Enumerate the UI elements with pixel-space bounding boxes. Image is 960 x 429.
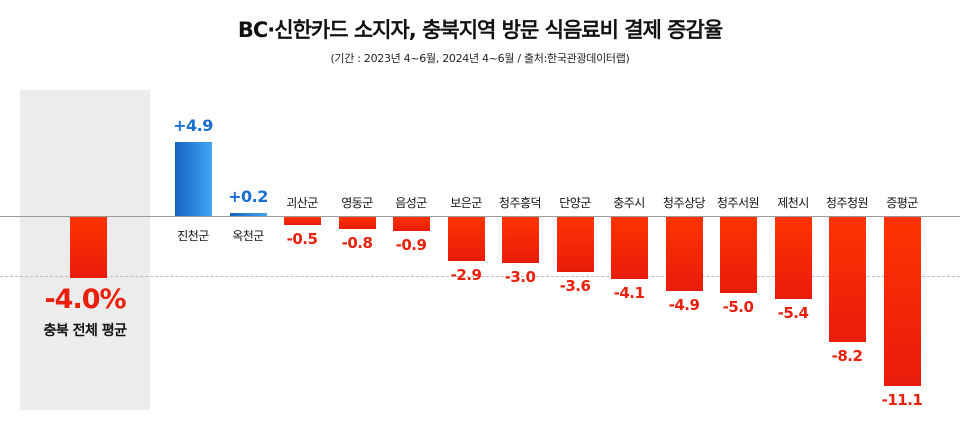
zero-baseline [0,216,960,217]
bar-item [610,217,648,280]
bar-value-label: -5.4 [777,304,809,323]
category-label: 음성군 [395,196,427,210]
bar-value-label: -4.1 [613,284,645,303]
category-label: 청주상당 [662,196,706,210]
bar-value-label: -0.8 [341,234,373,253]
bar-value-label: -3.6 [559,276,591,295]
bar-item [392,217,430,231]
bar-value-label: +4.9 [173,115,213,135]
bar-item [774,217,812,300]
bar-item [719,217,757,293]
bar-value-label: -8.2 [831,346,863,365]
bar-value-label: -2.9 [450,266,482,285]
category-label: 청주서원 [716,196,760,210]
category-label: 괴산군 [286,196,318,210]
category-label: 진천군 [177,229,209,243]
bar-item [556,217,594,272]
bar-item [883,217,921,386]
category-label: 영동군 [341,196,373,210]
bar-item [447,217,485,262]
bar-value-label: -5.0 [722,298,754,316]
category-label: 단양군 [559,196,591,210]
bar-item [174,141,212,216]
average-label: 충북 전체 평균 [43,323,127,339]
bar-value-label: -0.9 [395,235,427,254]
bar-item [229,212,267,216]
category-label: 증평군 [886,196,918,210]
bar-item [828,217,866,342]
bar-value-label: -4.9 [668,296,700,315]
average-value: -4.0% [44,284,126,315]
chart-title: BC·신한카드 소지자, 충북지역 방문 식음료비 결제 증감율 [237,18,723,42]
bar-value-label: -0.5 [286,229,318,248]
category-label: 충주시 [613,196,645,210]
bar-average [69,217,107,278]
category-label: 청주흥덕 [498,196,542,210]
bar-value-label: +0.2 [228,186,268,206]
category-label: 보은군 [450,196,482,210]
average-reference-line [0,276,960,277]
bar-item [338,217,376,230]
category-label: 옥천군 [232,229,264,243]
bar-item [665,217,703,292]
bar-item [283,217,321,225]
chart-subtitle: (기간 : 2023년 4~6월, 2024년 4~6월 / 출처:한국관광데이… [330,52,630,65]
bar-value-label: -3.0 [504,267,536,286]
bar-value-label: -11.1 [881,390,923,409]
category-label: 제천시 [777,196,809,210]
bar-item [501,217,539,263]
category-label: 청주청원 [825,196,869,210]
